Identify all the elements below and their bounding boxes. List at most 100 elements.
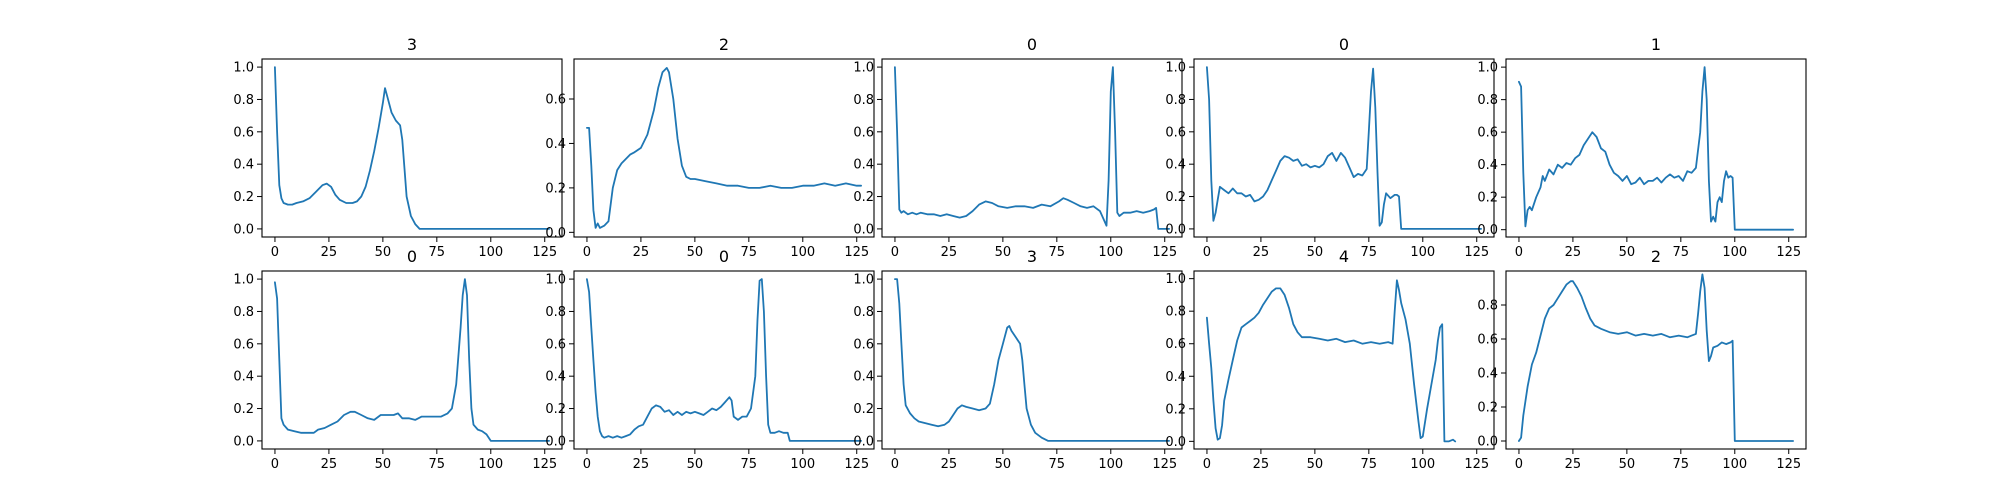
y-tick-label: 0.0 bbox=[1165, 435, 1186, 450]
chart-panel: 0 0 25 50 75 100 125 0.0 0.2 0.4 0.6 0.8 1.0 bbox=[233, 247, 563, 472]
x-tick-label: 125 bbox=[532, 245, 557, 260]
y-tick-label: 0.8 bbox=[853, 305, 874, 320]
x-tick-label: 75 bbox=[741, 457, 758, 472]
x-tick-label: 100 bbox=[478, 245, 503, 260]
y-tick-label: 0.0 bbox=[233, 222, 254, 237]
x-tick-label: 75 bbox=[1673, 245, 1690, 260]
panel-title: 0 bbox=[1027, 35, 1037, 54]
chart-panel: 0 0 25 50 75 100 125 0.0 0.2 0.4 0.6 0.8 1.0 bbox=[853, 35, 1183, 260]
y-tick-label: 0.0 bbox=[1477, 223, 1498, 238]
x-tick-label: 50 bbox=[1307, 457, 1324, 472]
panel-title: 3 bbox=[407, 35, 417, 54]
x-tick-label: 25 bbox=[1253, 457, 1270, 472]
y-tick-label: 0.6 bbox=[1165, 337, 1186, 352]
y-tick-label: 0.6 bbox=[545, 337, 566, 352]
x-tick-label: 125 bbox=[532, 457, 557, 472]
series-line bbox=[586, 278, 862, 442]
axes-frame bbox=[573, 270, 875, 450]
x-tick-label: 25 bbox=[321, 457, 338, 472]
x-tick-label: 25 bbox=[321, 245, 338, 260]
x-tick-label: 25 bbox=[633, 457, 650, 472]
x-tick-label: 125 bbox=[1464, 457, 1489, 472]
chart-panel: 2 0 25 50 75 100 125 0.0 0.2 0.4 0.6 bbox=[545, 35, 875, 260]
x-tick-label: 0 bbox=[583, 457, 591, 472]
x-tick-label: 75 bbox=[1673, 457, 1690, 472]
y-tick-label: 0.2 bbox=[1477, 191, 1498, 206]
x-tick-label: 0 bbox=[1203, 245, 1211, 260]
y-tick-label: 0.8 bbox=[1477, 93, 1498, 108]
x-tick-label: 125 bbox=[1464, 245, 1489, 260]
y-tick-label: 0.6 bbox=[853, 125, 874, 140]
y-tick-label: 0.6 bbox=[233, 125, 254, 140]
x-tick-label: 125 bbox=[844, 457, 869, 472]
y-tick-label: 0.4 bbox=[233, 158, 254, 173]
series-line bbox=[1206, 279, 1457, 443]
chart-panel: 3 0 25 50 75 100 125 0.0 0.2 0.4 0.6 0.8 1.0 bbox=[233, 35, 563, 260]
x-tick-label: 50 bbox=[375, 245, 392, 260]
y-tick-label: 0.4 bbox=[853, 158, 874, 173]
y-tick-label: 0.0 bbox=[233, 434, 254, 449]
x-tick-label: 50 bbox=[1307, 245, 1324, 260]
y-tick-label: 0.8 bbox=[1477, 299, 1498, 314]
y-tick-label: 0.0 bbox=[545, 226, 566, 241]
x-tick-label: 100 bbox=[1410, 245, 1435, 260]
x-tick-label: 125 bbox=[1776, 245, 1801, 260]
y-tick-label: 1.0 bbox=[853, 61, 874, 76]
x-tick-label: 0 bbox=[271, 457, 279, 472]
x-tick-label: 75 bbox=[1361, 457, 1378, 472]
panel-title: 0 bbox=[407, 247, 417, 266]
y-tick-label: 0.8 bbox=[233, 93, 254, 108]
y-tick-label: 0.4 bbox=[1477, 158, 1498, 173]
panel-title: 2 bbox=[1651, 247, 1661, 266]
y-tick-label: 0.4 bbox=[233, 370, 254, 385]
axes-frame bbox=[1505, 270, 1807, 450]
chart-panel: 0 0 25 50 75 100 125 0.0 0.2 0.4 0.6 0.8 1.0 bbox=[1165, 35, 1495, 260]
axes-frame bbox=[881, 270, 1183, 450]
panel-title: 1 bbox=[1651, 35, 1661, 54]
x-tick-label: 100 bbox=[1722, 245, 1747, 260]
y-tick-label: 0.6 bbox=[233, 337, 254, 352]
series-line bbox=[1518, 273, 1794, 442]
x-tick-label: 75 bbox=[1361, 245, 1378, 260]
x-tick-label: 75 bbox=[741, 245, 758, 260]
x-tick-label: 100 bbox=[790, 245, 815, 260]
x-tick-label: 100 bbox=[478, 457, 503, 472]
series-line bbox=[894, 278, 1170, 442]
y-tick-label: 0.4 bbox=[1165, 158, 1186, 173]
chart-panel: 3 0 25 50 75 100 125 0.0 0.2 0.4 0.6 0.8 1.0 bbox=[853, 247, 1183, 472]
y-tick-label: 0.2 bbox=[545, 181, 566, 196]
y-tick-label: 0.8 bbox=[233, 305, 254, 320]
y-tick-label: 0.2 bbox=[1165, 190, 1186, 205]
y-tick-label: 1.0 bbox=[1477, 61, 1498, 76]
x-tick-label: 0 bbox=[583, 245, 591, 260]
x-tick-label: 25 bbox=[1565, 457, 1582, 472]
y-tick-label: 0.4 bbox=[545, 137, 566, 152]
y-tick-label: 0.6 bbox=[1477, 333, 1498, 348]
x-tick-label: 100 bbox=[1098, 457, 1123, 472]
series-line bbox=[894, 66, 1170, 230]
y-tick-label: 0.4 bbox=[853, 370, 874, 385]
y-tick-label: 0.0 bbox=[545, 434, 566, 449]
y-tick-label: 1.0 bbox=[233, 61, 254, 76]
y-tick-label: 0.0 bbox=[853, 222, 874, 237]
x-tick-label: 25 bbox=[1565, 245, 1582, 260]
x-tick-label: 100 bbox=[790, 457, 815, 472]
y-tick-label: 0.6 bbox=[1477, 126, 1498, 141]
axes-frame bbox=[261, 270, 563, 450]
x-tick-label: 0 bbox=[1203, 457, 1211, 472]
axes-frame bbox=[1193, 58, 1495, 238]
y-tick-label: 0.2 bbox=[1165, 402, 1186, 417]
panel-title: 2 bbox=[719, 35, 729, 54]
y-tick-label: 0.4 bbox=[1165, 370, 1186, 385]
y-tick-label: 0.2 bbox=[233, 190, 254, 205]
x-tick-label: 25 bbox=[941, 457, 958, 472]
x-tick-label: 50 bbox=[375, 457, 392, 472]
panel-title: 0 bbox=[719, 247, 729, 266]
x-tick-label: 125 bbox=[1152, 245, 1177, 260]
y-tick-label: 0.8 bbox=[545, 305, 566, 320]
x-tick-label: 25 bbox=[633, 245, 650, 260]
x-tick-label: 0 bbox=[1515, 245, 1523, 260]
y-tick-label: 0.0 bbox=[1165, 222, 1186, 237]
y-tick-label: 1.0 bbox=[853, 273, 874, 288]
y-tick-label: 0.2 bbox=[853, 402, 874, 417]
